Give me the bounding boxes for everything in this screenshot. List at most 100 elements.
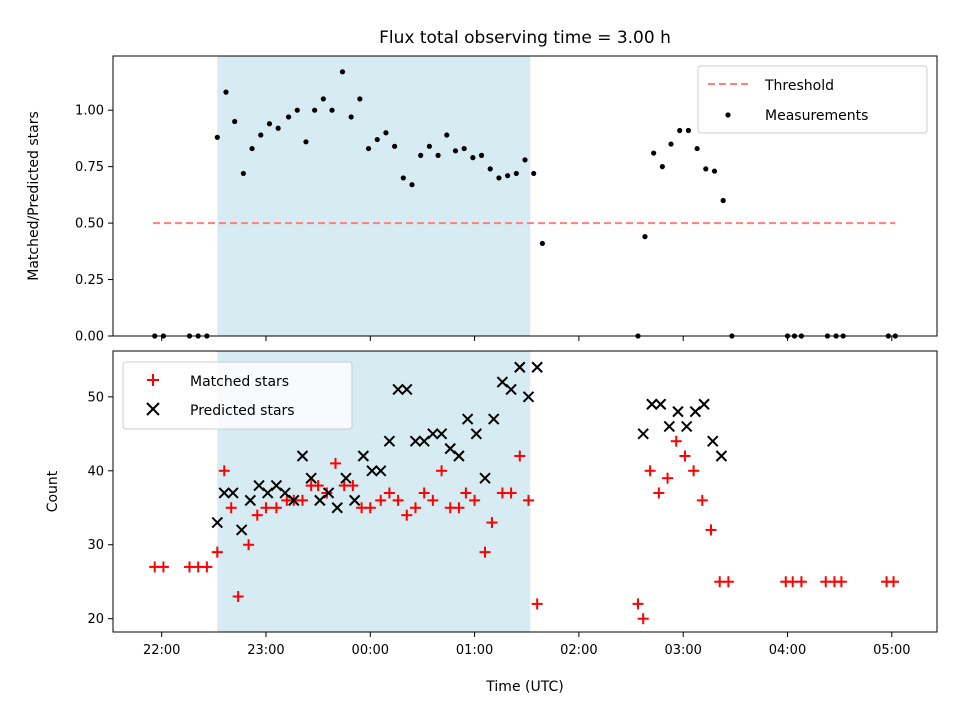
predicted-marker-stroke	[305, 472, 317, 484]
predicted-star-marker	[340, 472, 352, 484]
legend-predicted-label: Predicted stars	[190, 403, 295, 419]
y-tick-label: 20	[87, 612, 104, 627]
measurement-point	[357, 96, 363, 102]
predicted-marker-stroke	[348, 494, 361, 507]
predicted-marker-stroke	[340, 472, 352, 484]
matched-star-marker	[688, 465, 700, 477]
measurement-point	[435, 152, 441, 158]
predicted-star-marker	[488, 413, 500, 425]
predicted-star-marker	[461, 413, 474, 425]
predicted-marker-stroke	[244, 494, 257, 507]
predicted-star-marker	[305, 472, 317, 484]
measurement-point	[651, 150, 657, 156]
matched-star-marker	[321, 487, 333, 499]
bottom-x-axis: 22:00 23:00 00:00 01:00 02:00 03:00 04:00 05:00	[143, 632, 911, 658]
predicted-star-marker	[435, 428, 448, 440]
matched-star-marker	[670, 435, 682, 447]
x-tick-label: 23:00	[247, 643, 284, 658]
predicted-star-marker	[672, 405, 684, 418]
predicted-star-marker	[427, 428, 439, 440]
measurement-point	[539, 240, 545, 247]
measurement-point	[303, 139, 309, 145]
matched-star-marker	[479, 546, 491, 558]
measurement-point	[703, 166, 709, 172]
measurement-point	[294, 107, 300, 113]
measurement-point	[426, 143, 432, 149]
predicted-marker-stroke	[322, 487, 335, 499]
measurement-point	[642, 234, 648, 240]
predicted-star-marker	[470, 428, 483, 440]
predicted-star-marker	[522, 391, 535, 403]
predicted-star-marker	[288, 494, 300, 507]
predicted-marker-stroke	[663, 420, 675, 433]
measurement-point	[418, 152, 424, 158]
measurement-point	[392, 143, 398, 149]
measurement-point	[285, 114, 292, 120]
bottom-legend: Matched stars Predicted stars	[122, 361, 353, 430]
top-y-axis: 0.00 0.25 0.50 0.75 1.00	[75, 104, 113, 345]
matched-star-marker	[795, 576, 807, 588]
measurement-point	[365, 145, 372, 152]
measurement-point	[487, 166, 493, 172]
measurement-point	[720, 197, 726, 204]
measurement-point	[677, 127, 683, 134]
matched-star-marker	[637, 613, 649, 625]
predicted-star-marker	[663, 420, 675, 433]
measurement-point	[444, 132, 450, 138]
measurement-point	[312, 107, 318, 113]
legend-matched-label: Matched stars	[190, 374, 289, 390]
x-tick-label: 02:00	[560, 643, 597, 658]
predicted-marker-stroke	[253, 479, 265, 492]
measurement-point	[452, 148, 459, 154]
matched-star-marker	[260, 502, 272, 514]
top-plot-frame	[112, 55, 938, 337]
predicted-marker-stroke	[435, 428, 448, 440]
matched-star-marker	[225, 502, 237, 514]
predicted-marker-stroke	[654, 398, 667, 410]
predicted-marker-stroke	[672, 405, 684, 418]
matched-star-marker	[460, 487, 472, 499]
matched-star-marker	[364, 502, 376, 514]
matched-star-marker	[392, 494, 404, 506]
y-tick-label: 1.00	[75, 104, 104, 119]
measurement-point	[461, 145, 467, 152]
predicted-marker-stroke	[707, 435, 719, 447]
predicted-marker-stroke	[218, 487, 230, 499]
predicted-star-marker	[707, 435, 719, 447]
predicted-star-marker	[715, 450, 728, 462]
matched-star-marker	[251, 509, 263, 521]
predicted-marker-stroke	[505, 383, 517, 396]
measurement-point	[348, 114, 354, 120]
measurement-point	[659, 164, 665, 170]
predicted-star-marker	[244, 494, 257, 507]
predicted-marker-stroke	[211, 516, 224, 529]
x-tick-label: 01:00	[456, 643, 493, 658]
measurement-point	[275, 125, 281, 131]
matched-star-marker	[201, 561, 213, 573]
matched-star-marker	[469, 494, 481, 506]
top-x-ticks	[161, 336, 893, 341]
measurement-point	[668, 141, 674, 147]
legend-box	[122, 361, 353, 430]
predicted-star-marker	[479, 472, 491, 484]
matched-star-marker	[232, 591, 244, 603]
predicted-marker-stroke	[375, 465, 387, 477]
predicted-star-marker	[375, 465, 387, 477]
bottom-y-axis-label: Count	[45, 470, 61, 512]
predicted-marker-stroke	[296, 450, 309, 462]
predicted-marker-stroke	[392, 383, 404, 396]
measurement-point	[478, 152, 485, 158]
legend-measurements-label: Measurements	[765, 108, 868, 124]
measurement-point	[258, 132, 264, 138]
predicted-marker-stroke	[366, 465, 378, 477]
predicted-marker-stroke	[227, 487, 239, 499]
predicted-marker-stroke	[270, 479, 283, 492]
matched-star-marker	[531, 598, 543, 610]
matched-star-marker	[486, 517, 498, 529]
bottom-y-axis: 20 30 40 50	[87, 390, 113, 627]
predicted-star-marker	[637, 428, 649, 440]
predicted-star-marker	[453, 450, 465, 462]
matched-star-marker	[330, 457, 342, 469]
predicted-marker-stroke	[279, 487, 291, 499]
predicted-marker-stroke	[461, 413, 474, 425]
